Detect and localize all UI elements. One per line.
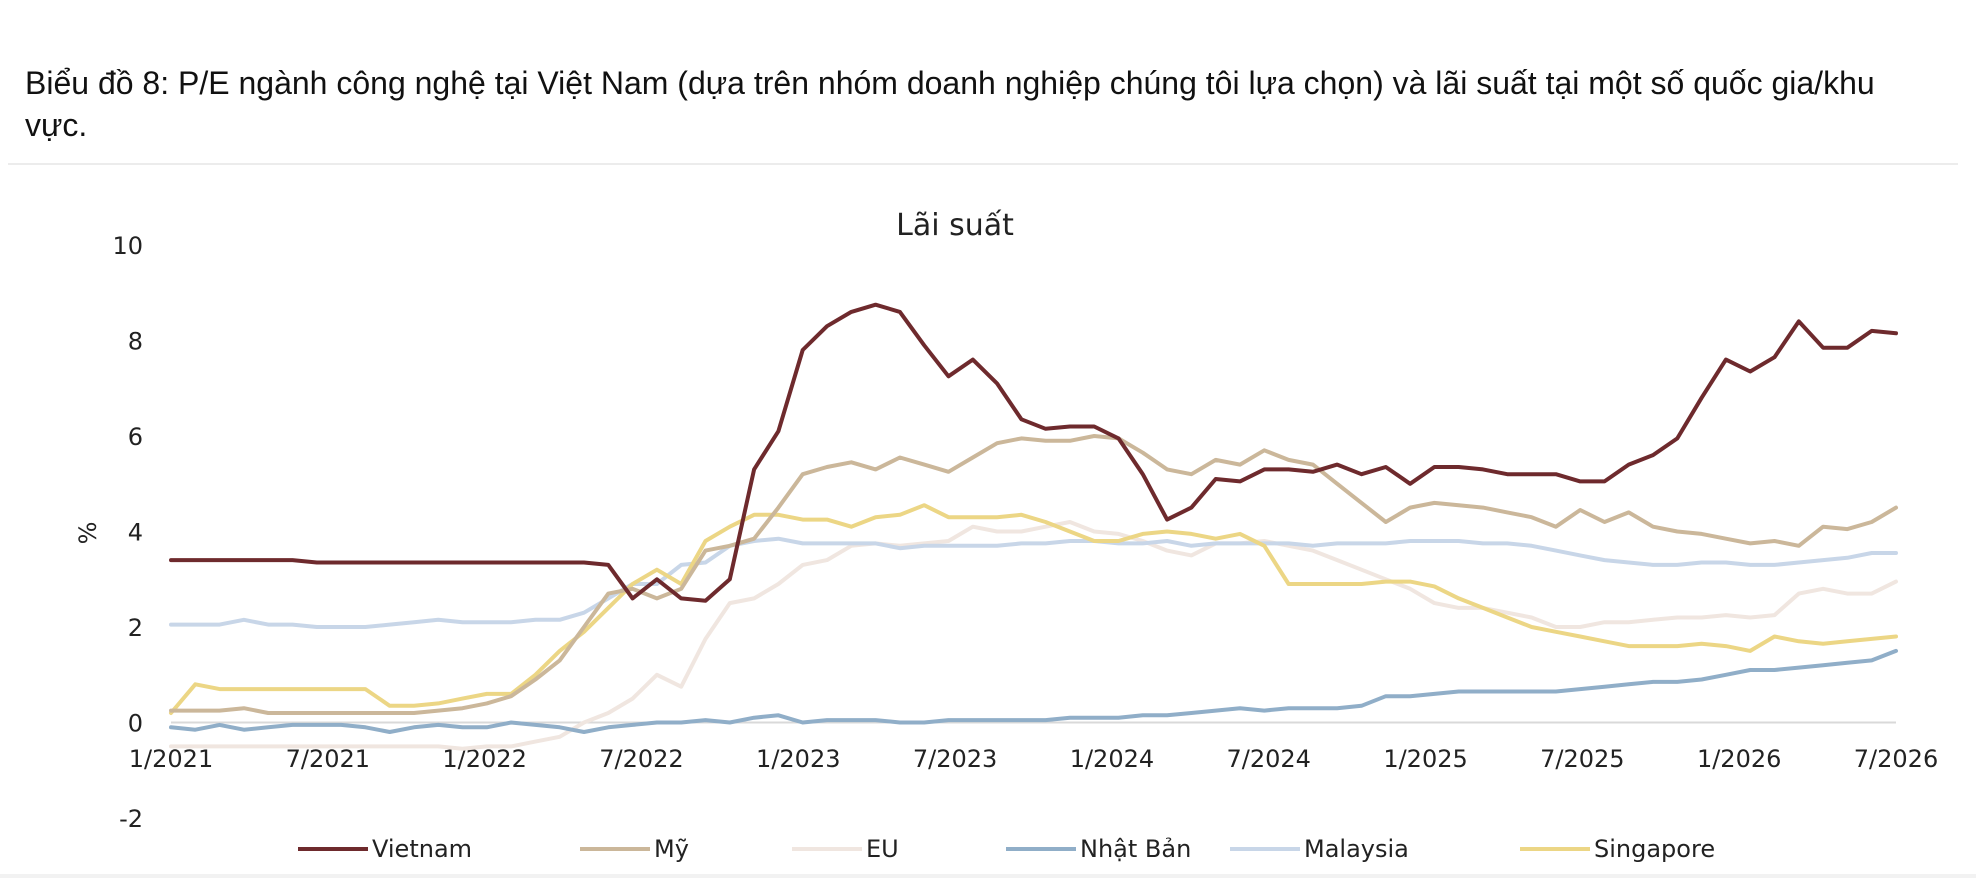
series-line-singapore: [169, 503, 1898, 715]
x-tick-label: 1/2024: [1070, 745, 1154, 773]
caption-divider: [8, 163, 1958, 165]
x-tick-label: 7/2022: [599, 745, 683, 773]
x-tick-label: 7/2025: [1540, 745, 1624, 773]
x-tick-label: 1/2026: [1697, 745, 1781, 773]
x-tick-label: 7/2026: [1854, 745, 1938, 773]
x-tick-label: 7/2021: [286, 745, 370, 773]
series-line-mỹ: [169, 434, 1898, 715]
x-tick-label: 7/2024: [1227, 745, 1311, 773]
legend-label: Nhật Bản: [1080, 835, 1191, 863]
x-tick-label: 1/2021: [129, 745, 213, 773]
series-lines: [169, 302, 1898, 751]
legend: Vietnam Mỹ EU Nhật Bản Malaysia Singapore: [298, 835, 1715, 863]
legend-label: Vietnam: [372, 835, 472, 863]
series-line-eu: [169, 520, 1898, 751]
y-axis-ticks: 10 8 6 4 2 0 -2: [112, 232, 143, 833]
y-tick-label: 2: [128, 614, 143, 642]
legend-label: EU: [866, 835, 899, 863]
legend-label: Singapore: [1594, 835, 1715, 863]
y-tick-label: 10: [112, 232, 143, 260]
legend-label: Malaysia: [1304, 835, 1409, 863]
x-tick-label: 7/2023: [913, 745, 997, 773]
y-axis-label: %: [74, 522, 102, 545]
series-line-nhật-bản: [169, 648, 1898, 734]
x-axis-ticks: 1/2021 7/2021 1/2022 7/2022 1/2023 7/2023 1/20…: [129, 745, 1938, 773]
y-tick-label: 8: [128, 328, 143, 356]
x-tick-label: 1/2023: [756, 745, 840, 773]
y-tick-label: -2: [119, 805, 143, 833]
x-tick-label: 1/2025: [1383, 745, 1467, 773]
bottom-border: [0, 874, 1976, 878]
series-line-malaysia: [169, 536, 1898, 629]
y-tick-label: 0: [128, 710, 143, 738]
legend-label: Mỹ: [654, 835, 689, 863]
chart-title: Lãi suất: [896, 208, 1014, 243]
chart-caption: Biểu đồ 8: P/E ngành công nghệ tại Việt …: [25, 65, 1875, 143]
series-line-vietnam: [169, 302, 1898, 603]
y-tick-label: 4: [128, 519, 143, 547]
y-tick-label: 6: [128, 423, 143, 451]
